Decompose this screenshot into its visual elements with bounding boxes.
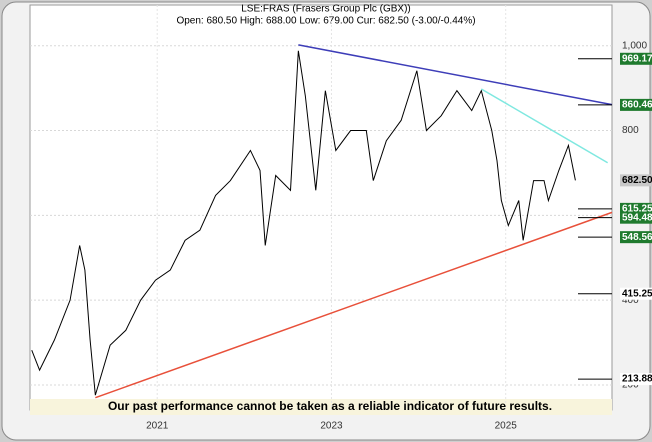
y-tick-label: 800 xyxy=(622,125,639,136)
x-tick-label: 2023 xyxy=(320,421,343,432)
level-label: 682.50 xyxy=(622,175,652,186)
level-box xyxy=(620,287,652,300)
disclaimer-band xyxy=(30,399,612,415)
level-label: 860.46 xyxy=(622,100,652,111)
level-label: 213.88 xyxy=(622,374,652,385)
level-box xyxy=(620,98,652,111)
x-tick-label: 2021 xyxy=(146,421,169,432)
y-tick-label: 1,000 xyxy=(622,40,647,51)
level-box xyxy=(620,174,652,187)
level-label: 615.25 xyxy=(622,204,652,215)
level-box xyxy=(620,231,652,244)
level-label: 415.25 xyxy=(622,288,652,299)
level-box xyxy=(620,52,652,65)
trend-line xyxy=(95,211,613,399)
disclaimer: Our past performance cannot be taken as … xyxy=(108,399,552,413)
level-box xyxy=(620,373,652,386)
chart-subtitle: Open: 680.50 High: 688.00 Low: 679.00 Cu… xyxy=(176,16,475,27)
plot-area xyxy=(29,4,613,411)
level-box xyxy=(620,211,652,224)
y-tick-label: 400 xyxy=(622,295,639,306)
x-tick-label: 2025 xyxy=(495,421,518,432)
level-label: 548.56 xyxy=(622,232,652,243)
trend-line xyxy=(298,44,613,106)
trend-line xyxy=(480,88,609,164)
level-label: 969.17 xyxy=(622,53,652,64)
price-line xyxy=(31,50,576,396)
chart-title: LSE:FRAS (Frasers Group Plc (GBX)) xyxy=(241,4,410,15)
y-tick-label: 200 xyxy=(622,380,639,391)
level-label: 594.48 xyxy=(622,212,652,223)
